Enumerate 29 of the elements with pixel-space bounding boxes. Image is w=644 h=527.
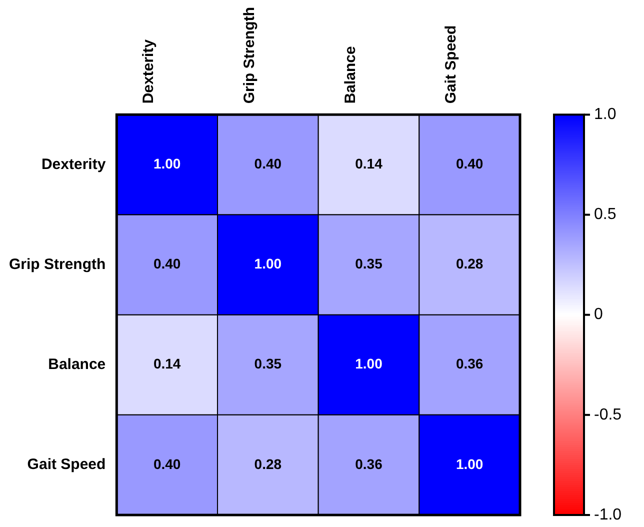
data-label: 1.00 — [355, 356, 383, 372]
data-label: 0.40 — [153, 256, 181, 272]
data-label: 0.40 — [153, 456, 181, 472]
color-bar-label: 0 — [594, 306, 603, 324]
x-tick-label: Balance — [342, 46, 359, 104]
data-label: 0.35 — [355, 256, 383, 272]
data-label: 0.14 — [153, 356, 181, 372]
data-label: 0.36 — [355, 456, 383, 472]
color-bar-label: 1.0 — [594, 106, 616, 124]
data-label: 0.28 — [456, 256, 484, 272]
y-tick-label: Gait Speed — [27, 456, 106, 474]
color-bar-label: 0.5 — [594, 206, 616, 224]
data-label: 0.40 — [254, 156, 282, 172]
y-tick-label: Grip Strength — [8, 256, 106, 273]
y-tick-label: Balance — [48, 356, 106, 374]
data-label: 1.00 — [153, 156, 181, 172]
data-label: 0.14 — [355, 156, 383, 172]
data-label: 0.28 — [254, 456, 282, 472]
data-label: 1.00 — [456, 456, 484, 472]
data-label: 0.35 — [254, 356, 282, 372]
color-bar-label: -1.0 — [594, 506, 622, 524]
color-bar-label: -0.5 — [594, 406, 622, 424]
x-tick-label: Gait Speed — [442, 25, 460, 104]
x-tick-label: Dexterity — [140, 38, 158, 104]
y-tick-label: Dexterity — [41, 156, 106, 173]
data-label: 1.00 — [254, 256, 282, 272]
data-label: 0.36 — [456, 356, 484, 372]
data-label: 0.40 — [456, 156, 484, 172]
x-tick-label: Grip Strength — [241, 6, 258, 104]
